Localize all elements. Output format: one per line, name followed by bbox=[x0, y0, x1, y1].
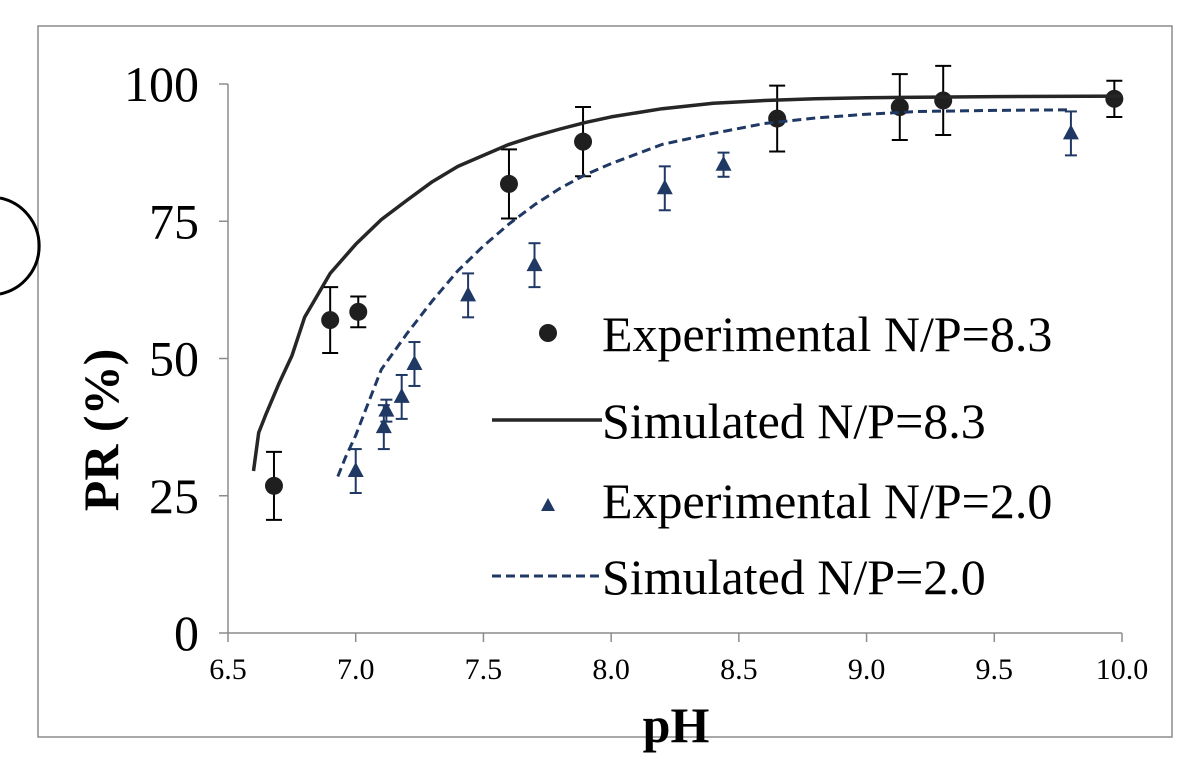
data-point-triangle bbox=[378, 401, 395, 417]
series-3 bbox=[347, 110, 1079, 495]
data-point-triangle bbox=[715, 155, 732, 171]
chart-border bbox=[37, 25, 1173, 738]
data-point-circle bbox=[499, 174, 518, 193]
x-tick-label: 8.0 bbox=[592, 653, 630, 686]
simulated-solid-line bbox=[251, 94, 1123, 472]
data-point-circle bbox=[574, 132, 593, 151]
data-point-circle bbox=[934, 91, 953, 110]
y-tick-label: 0 bbox=[174, 605, 199, 661]
data-point-triangle bbox=[526, 256, 543, 272]
data-point-triangle bbox=[406, 354, 423, 370]
legend-item-experimental-8-3: Experimental N/P=8.3 bbox=[539, 306, 1052, 362]
data-point-circle bbox=[264, 476, 283, 495]
x-tick-label: 6.5 bbox=[209, 653, 247, 686]
legend-item-simulated-8-3: Simulated N/P=8.3 bbox=[492, 393, 986, 449]
data-point-triangle bbox=[375, 418, 392, 434]
series-layer bbox=[251, 64, 1124, 521]
cropped-circle-fragment bbox=[0, 196, 41, 296]
data-point-circle bbox=[321, 311, 340, 330]
y-tick-label: 25 bbox=[149, 468, 199, 524]
axes: 0 25 50 75 100 6.5 7.0 7.5 8.0 8.5 9.0 9.5 10.0 bbox=[124, 56, 1148, 686]
series-4 bbox=[336, 108, 1071, 478]
x-tick-label: 8.5 bbox=[720, 653, 758, 686]
x-tick-label: 7.5 bbox=[465, 653, 503, 686]
data-point-triangle bbox=[460, 286, 477, 302]
y-tick-label: 50 bbox=[149, 331, 199, 387]
x-tick-label: 7.0 bbox=[337, 653, 375, 686]
data-point-triangle bbox=[393, 387, 410, 403]
data-point-triangle bbox=[1062, 124, 1079, 140]
legend-triangle-marker bbox=[541, 498, 555, 511]
legend: Experimental N/P=8.3 Simulated N/P=8.3 E… bbox=[492, 306, 1052, 605]
x-axis-title: pH bbox=[643, 697, 710, 753]
legend-item-experimental-2-0: Experimental N/P=2.0 bbox=[541, 473, 1052, 529]
data-point-circle bbox=[349, 302, 368, 321]
legend-label: Simulated N/P=8.3 bbox=[602, 393, 986, 449]
legend-label: Experimental N/P=8.3 bbox=[602, 306, 1052, 362]
x-tick-label: 10.0 bbox=[1096, 653, 1149, 686]
y-axis-title: PR (%) bbox=[73, 349, 129, 511]
legend-item-simulated-2-0: Simulated N/P=2.0 bbox=[492, 549, 986, 605]
series-1 bbox=[264, 64, 1124, 521]
simulated-dashed-line bbox=[336, 108, 1071, 478]
x-tick-label: 9.5 bbox=[976, 653, 1014, 686]
data-point-circle bbox=[1105, 89, 1124, 108]
data-point-circle bbox=[768, 109, 787, 128]
legend-label: Simulated N/P=2.0 bbox=[602, 549, 986, 605]
data-point-triangle bbox=[656, 179, 673, 195]
y-tick-label: 75 bbox=[149, 193, 199, 249]
data-point-triangle bbox=[347, 462, 364, 478]
legend-label: Experimental N/P=2.0 bbox=[602, 473, 1052, 529]
series-2 bbox=[251, 94, 1123, 472]
x-tick-label: 9.0 bbox=[848, 653, 886, 686]
legend-circle-marker bbox=[539, 324, 557, 342]
y-tick-label: 100 bbox=[124, 56, 199, 112]
